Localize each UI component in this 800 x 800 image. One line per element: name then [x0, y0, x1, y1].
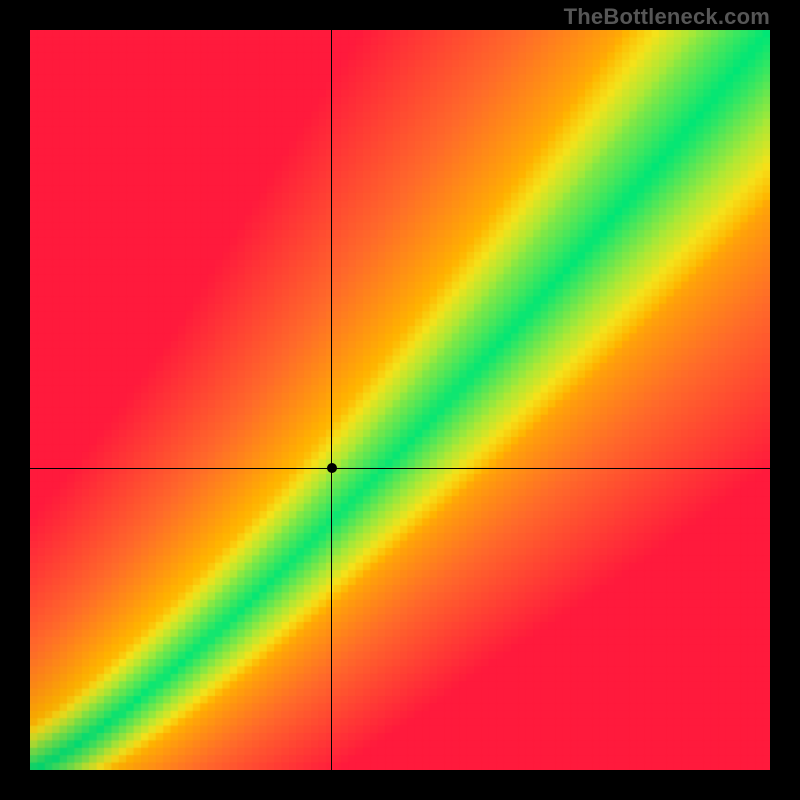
- bottleneck-heatmap: [30, 30, 770, 770]
- crosshair-horizontal: [30, 468, 770, 469]
- crosshair-vertical: [331, 30, 332, 770]
- crosshair-marker: [327, 463, 337, 473]
- chart-container: TheBottleneck.com: [0, 0, 800, 800]
- watermark-text: TheBottleneck.com: [564, 4, 770, 30]
